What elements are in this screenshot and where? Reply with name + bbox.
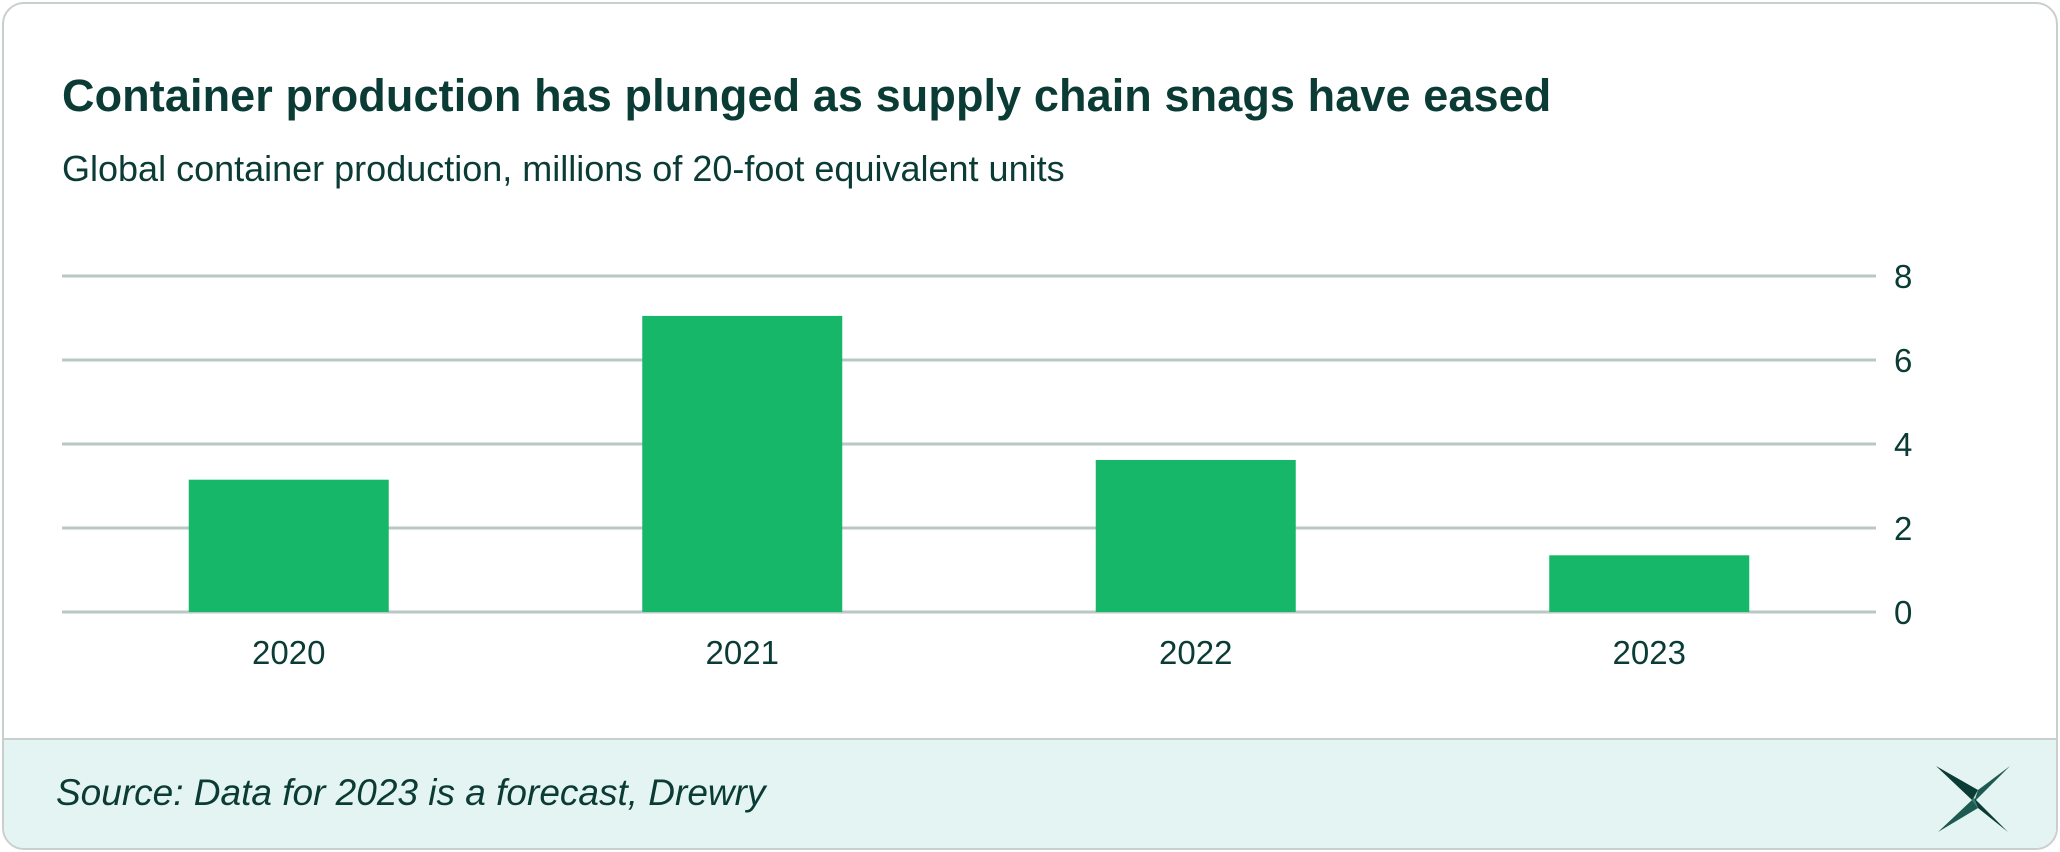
y-tick-label: 0 [1894,594,1912,631]
bar-2021 [642,315,843,612]
y-tick-label: 6 [1894,342,1912,379]
source-note: Source: Data for 2023 is a forecast, Dre… [56,772,766,813]
bar-chart: 0 2 4 6 8 2020 2021 2022 2023 [62,258,1912,671]
bar-2023 [1549,555,1750,612]
x-tick-label: 2022 [1159,634,1232,671]
x-tick-label: 2023 [1613,634,1686,671]
footer-bar: Source: Data for 2023 is a forecast, Dre… [4,738,2056,848]
star-logo-icon [1936,766,2010,832]
bar-2022 [1095,459,1296,612]
x-tick-label: 2021 [706,634,779,671]
x-tick-label: 2020 [252,634,325,671]
y-tick-label: 2 [1894,510,1912,547]
chart-title: Container production has plunged as supp… [62,70,1552,121]
y-tick-label: 4 [1894,426,1912,463]
y-tick-label: 8 [1894,258,1912,295]
chart-subtitle: Global container production, millions of… [62,148,1065,189]
bar-2020 [188,479,389,612]
